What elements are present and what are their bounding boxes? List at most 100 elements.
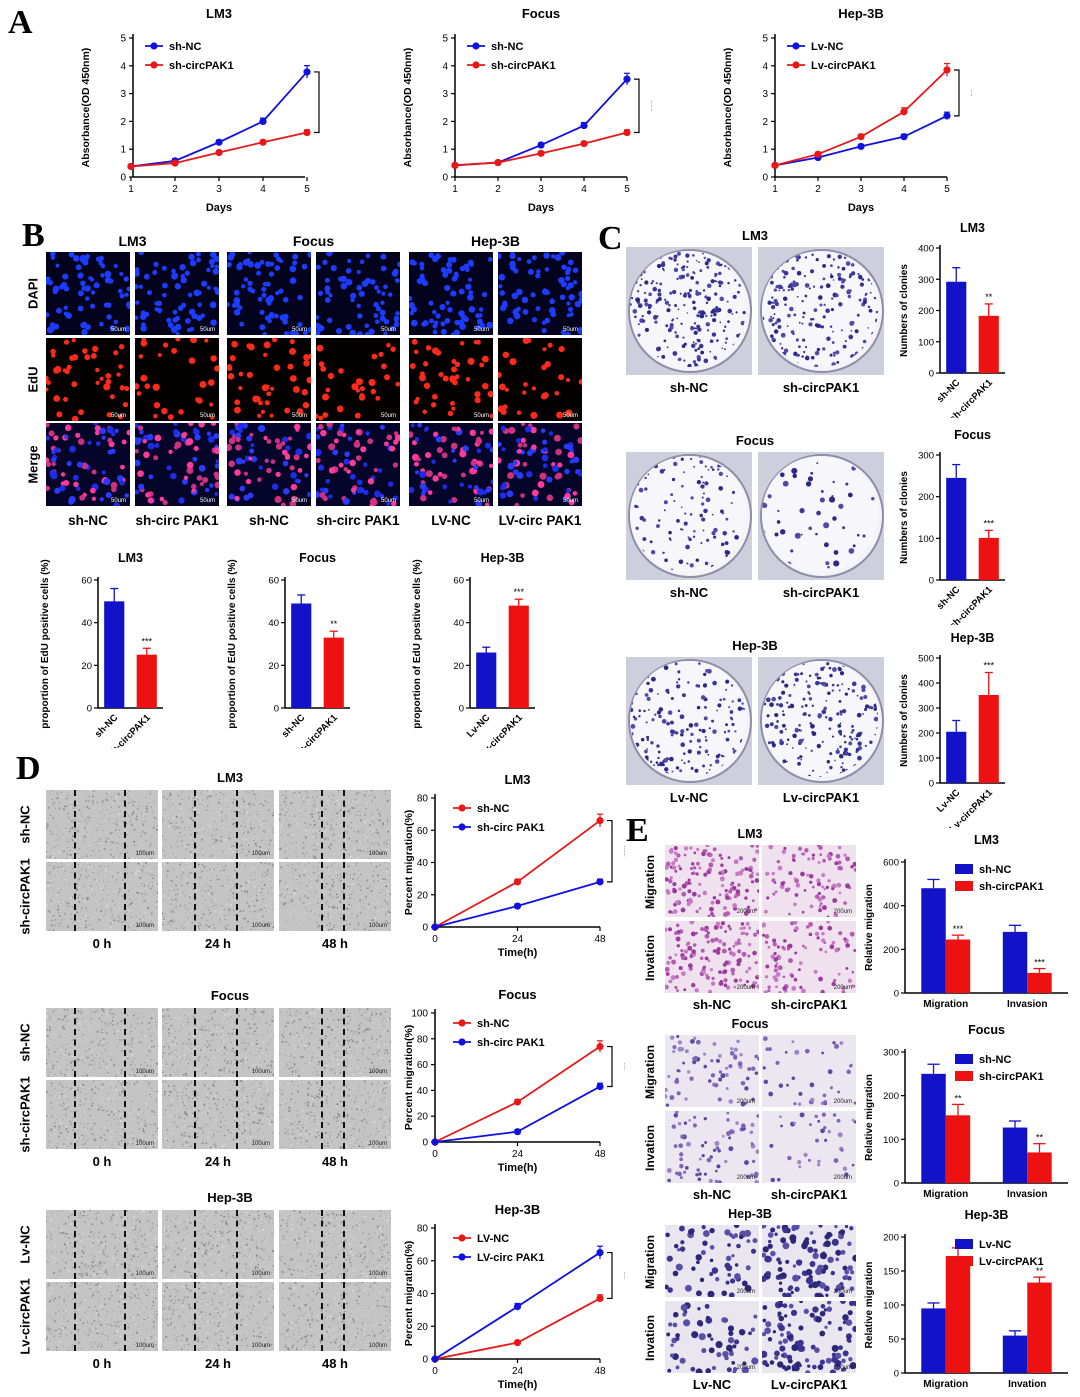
dish-plate: [760, 454, 884, 578]
x-tick-label: Invasion: [1007, 1189, 1048, 1200]
x-tick-label: 0: [432, 1366, 438, 1377]
data-point: [513, 1098, 522, 1106]
legend-marker: [472, 42, 480, 50]
chart-title: Focus: [522, 6, 560, 21]
y-tick-label: 2: [762, 117, 768, 128]
y-axis-label: Percent migration(%): [403, 810, 415, 916]
colony-dish: [626, 452, 752, 580]
y-tick-label: 60: [81, 576, 92, 587]
bar-1-0: [945, 1115, 971, 1183]
legend-label: sh-NC: [979, 864, 1011, 876]
x-tick-label: 1: [772, 184, 778, 195]
significance-mark: ***: [983, 661, 994, 671]
y-tick-label: 40: [417, 1289, 429, 1300]
y-tick-label: 60: [417, 826, 429, 837]
panel-letter-a: A: [8, 4, 33, 41]
x-tick-label: 4: [581, 184, 587, 195]
wound-edge-left: [74, 1008, 76, 1077]
data-point: [127, 162, 135, 171]
y-tick-label: 50: [888, 1335, 899, 1346]
y-tick-label: 80: [417, 794, 429, 805]
row-label: sh-circPAK1: [17, 1075, 33, 1153]
wound-edge-right: [343, 1210, 345, 1279]
significance-mark: ***: [953, 924, 964, 934]
data-point: [943, 112, 951, 120]
micrograph: [409, 338, 493, 421]
x-tick-label: 1: [128, 184, 134, 195]
micrograph: [162, 1080, 274, 1149]
transwell-bar-lm3: LM3 0 200 400 600 Relative migration *** Migrat…: [864, 833, 1068, 1010]
wound-tile: 100um: [279, 1008, 391, 1077]
transwell-tile: 200um: [762, 1225, 856, 1297]
wound-edge-left: [74, 790, 76, 859]
y-tick-label: 200: [918, 492, 934, 503]
y-tick-label: 0: [894, 1369, 899, 1380]
row-label: Invation: [643, 935, 657, 982]
micrograph-tile: 50um: [498, 338, 582, 421]
scale-label: 100um: [368, 1271, 387, 1277]
data-point: [596, 1082, 604, 1091]
column-label: LV-circ PAK1: [498, 513, 582, 528]
micrograph: [316, 423, 400, 506]
significance-mark: ***: [618, 845, 625, 857]
wound-edge-right: [343, 862, 345, 931]
significance-bracket: [607, 1251, 613, 1300]
micrograph: [762, 921, 856, 993]
significance-mark: ***: [141, 636, 152, 646]
wound-edge-right: [236, 1210, 238, 1279]
wound-tile: 100um: [162, 1282, 274, 1351]
y-tick-label: 60: [417, 1060, 429, 1071]
scale-label: 50um: [473, 413, 489, 419]
scale-label: 100um: [135, 851, 154, 857]
column-label: LV-NC: [431, 513, 471, 528]
x-tick-label: 48: [594, 1366, 606, 1377]
y-axis-label: proportion of EdU positive cells (%): [227, 559, 238, 728]
scale-label: 100um: [368, 1343, 387, 1349]
micrograph-tile: 50um: [227, 252, 311, 335]
transwell-tile: 200um: [762, 1035, 856, 1107]
group-title: Focus: [735, 433, 775, 448]
y-axis-label: Absorbance(OD 450nm): [722, 48, 734, 168]
bar-1: [978, 315, 999, 373]
chart-title: LM3: [206, 6, 232, 21]
data-point: [596, 816, 604, 825]
x-axis-label: Time(h): [498, 947, 538, 959]
bar-0-1: [1002, 1127, 1028, 1183]
y-tick-label: 3: [120, 89, 126, 100]
colony-dish: [758, 657, 884, 785]
y-tick-label: 20: [268, 661, 279, 672]
scale-label: 100um: [135, 923, 154, 929]
significance-bracket: [607, 1045, 613, 1088]
micrograph: [279, 1080, 391, 1149]
x-tick-label: 3: [858, 184, 864, 195]
scale-label: 50um: [199, 498, 215, 504]
bar-1-1: [1027, 972, 1052, 993]
y-tick-label: 5: [120, 34, 126, 45]
wound-tile: 100um: [46, 1210, 158, 1279]
legend-label: sh-NC: [477, 1018, 509, 1030]
group-title: LM3: [118, 233, 147, 249]
data-point: [857, 133, 865, 141]
wound-edge-left: [321, 1210, 323, 1279]
y-tick-label: 0: [762, 173, 768, 184]
x-tick-label: Migration: [923, 1189, 968, 1200]
wound-edge-left: [74, 1210, 76, 1279]
micrograph-tile: 50um: [409, 423, 493, 506]
y-tick-label: 200: [918, 729, 934, 740]
group-title: Hep-3B: [728, 1207, 772, 1221]
wound-edge-left: [321, 1282, 323, 1351]
wound-tile: 100um: [279, 862, 391, 931]
x-tick-label: Migration: [923, 999, 968, 1010]
x-tick-label: 4: [901, 184, 907, 195]
data-point: [431, 923, 439, 931]
bar-0: [946, 731, 967, 783]
scale-label: 50um: [110, 327, 126, 333]
data-point: [596, 1042, 604, 1051]
scale-label: 100um: [251, 1271, 270, 1277]
wound-edge-right: [124, 1008, 126, 1077]
y-tick-label: 40: [81, 618, 92, 629]
scale-label: 100um: [251, 851, 270, 857]
series-line-0: [434, 819, 601, 928]
group-title: LM3: [737, 827, 763, 841]
data-point: [596, 1248, 604, 1257]
